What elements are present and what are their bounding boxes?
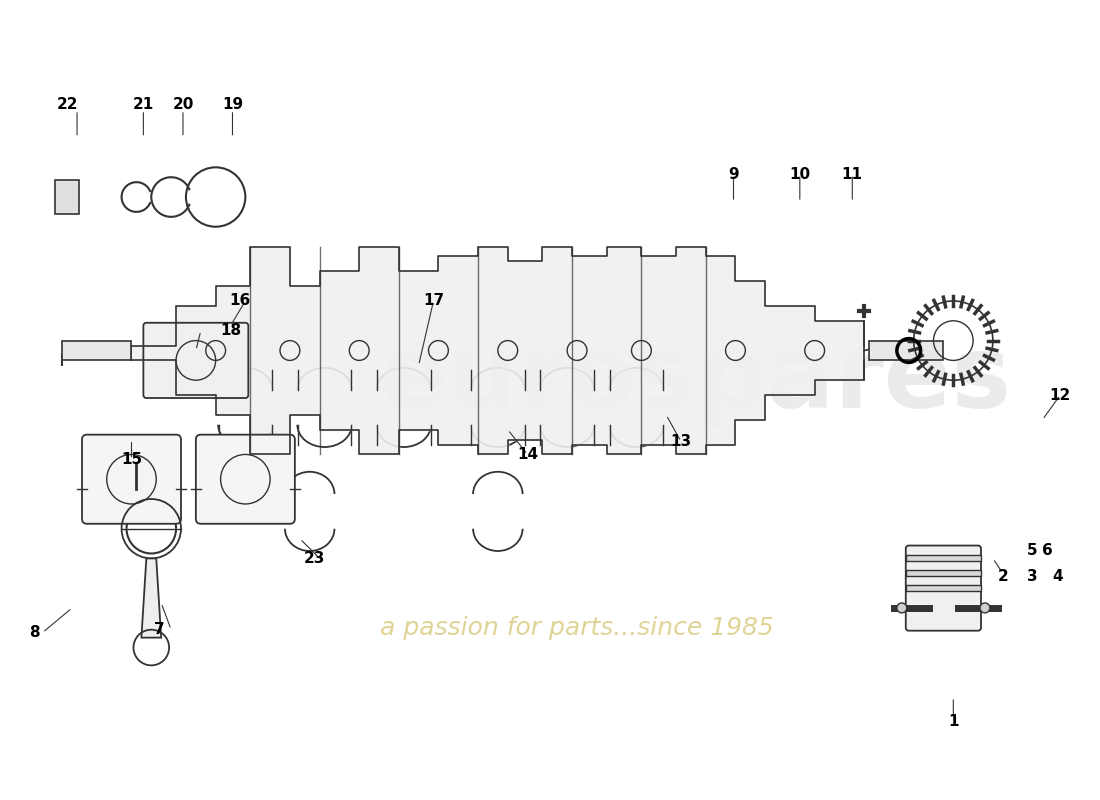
FancyBboxPatch shape	[63, 341, 132, 360]
FancyBboxPatch shape	[55, 180, 79, 214]
Polygon shape	[142, 558, 162, 638]
Circle shape	[980, 603, 990, 613]
Text: eurospares: eurospares	[379, 332, 1012, 429]
Text: a passion for parts...since 1985: a passion for parts...since 1985	[381, 616, 774, 640]
Text: 7: 7	[154, 622, 165, 638]
Text: 18: 18	[220, 323, 241, 338]
Text: 22: 22	[56, 98, 78, 113]
Text: 17: 17	[422, 294, 444, 309]
FancyBboxPatch shape	[905, 555, 981, 562]
Text: 1: 1	[948, 714, 958, 730]
Text: 20: 20	[173, 98, 194, 113]
Text: 4: 4	[1052, 569, 1063, 584]
FancyBboxPatch shape	[905, 585, 981, 591]
Text: 6: 6	[1042, 543, 1053, 558]
Polygon shape	[132, 246, 865, 454]
FancyBboxPatch shape	[905, 546, 981, 630]
Text: 2: 2	[998, 569, 1009, 584]
Text: 15: 15	[121, 452, 142, 467]
Circle shape	[132, 460, 141, 468]
Text: 5: 5	[1027, 543, 1037, 558]
Text: 10: 10	[790, 166, 811, 182]
Text: 9: 9	[728, 166, 739, 182]
FancyBboxPatch shape	[82, 434, 182, 524]
Text: 19: 19	[222, 98, 243, 113]
Text: 8: 8	[29, 625, 40, 640]
Text: 11: 11	[842, 166, 862, 182]
Text: 23: 23	[304, 551, 326, 566]
Text: 14: 14	[517, 447, 538, 462]
Circle shape	[896, 603, 906, 613]
Text: 12: 12	[1049, 387, 1071, 402]
Text: 21: 21	[133, 98, 154, 113]
FancyBboxPatch shape	[143, 322, 249, 398]
Text: 13: 13	[670, 434, 692, 449]
FancyBboxPatch shape	[905, 570, 981, 576]
Text: 3: 3	[1027, 569, 1037, 584]
FancyBboxPatch shape	[869, 341, 944, 360]
Text: 16: 16	[230, 294, 251, 309]
FancyBboxPatch shape	[196, 434, 295, 524]
